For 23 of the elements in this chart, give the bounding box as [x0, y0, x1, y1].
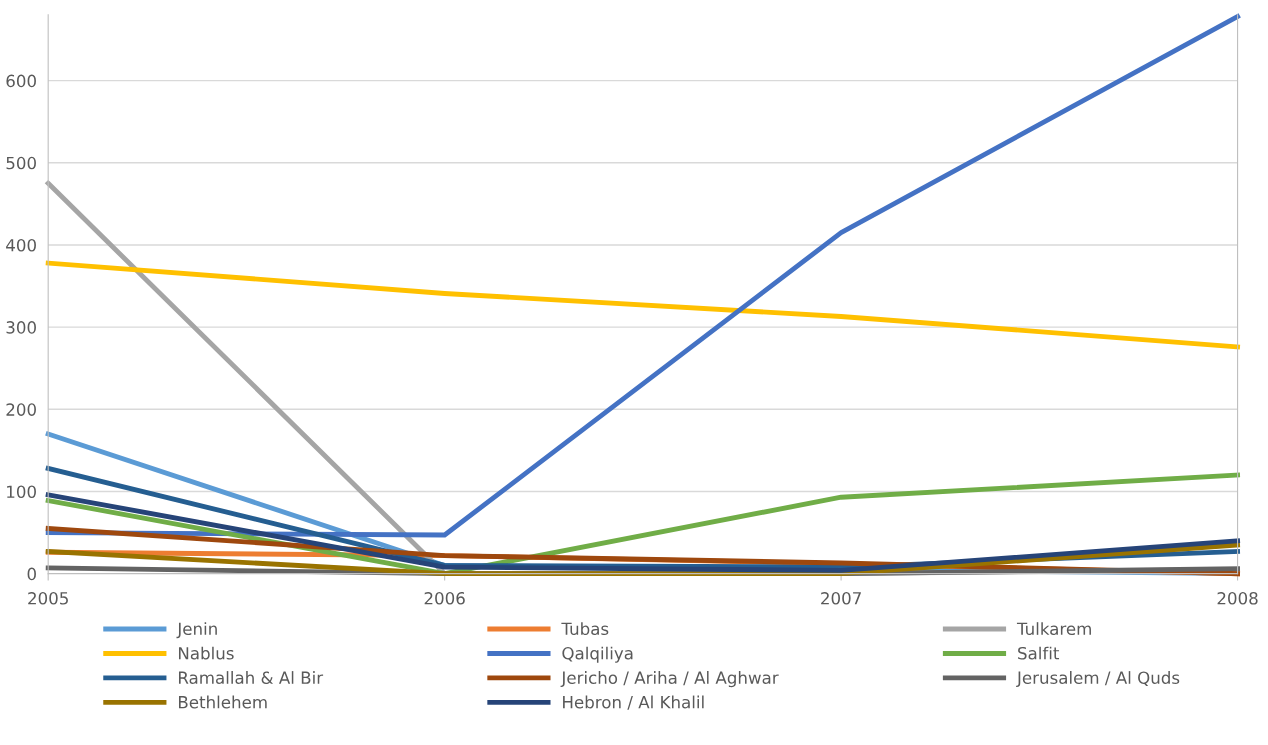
x-tick-label: 2008 — [1217, 592, 1258, 605]
legend-label: Ramallah & Al Bir — [178, 671, 324, 684]
legend-label: Jericho / Ariha / Al Aghwar — [560, 671, 779, 688]
legend-label: Bethlehem — [178, 695, 267, 709]
x-tick-label: 2005 — [28, 592, 68, 605]
x-tick-label: 2006 — [424, 592, 465, 605]
legend-label: Tulkarem — [1016, 622, 1091, 636]
legend-label: Jerusalem / Al Quds — [1016, 671, 1180, 688]
y-tick-label: 100 — [7, 485, 36, 499]
y-tick-label: 400 — [6, 238, 36, 252]
legend-label: Salfit — [1018, 646, 1060, 660]
legend-label: Hebron / Al Khalil — [563, 695, 704, 710]
y-tick-label: 0 — [27, 567, 36, 581]
y-tick-label: 200 — [6, 403, 36, 416]
x-tick-label: 2007 — [821, 592, 861, 605]
y-tick-label: 300 — [6, 321, 36, 334]
legend-label: Qalqiliya — [562, 646, 633, 663]
line-series — [45, 260, 1240, 350]
legend-label: Tubas — [561, 622, 609, 636]
legend-label: Nablus — [178, 646, 234, 660]
legend-label: Jenin — [176, 622, 217, 639]
y-tick-label: 500 — [6, 156, 36, 170]
y-tick-label: 600 — [6, 74, 36, 88]
